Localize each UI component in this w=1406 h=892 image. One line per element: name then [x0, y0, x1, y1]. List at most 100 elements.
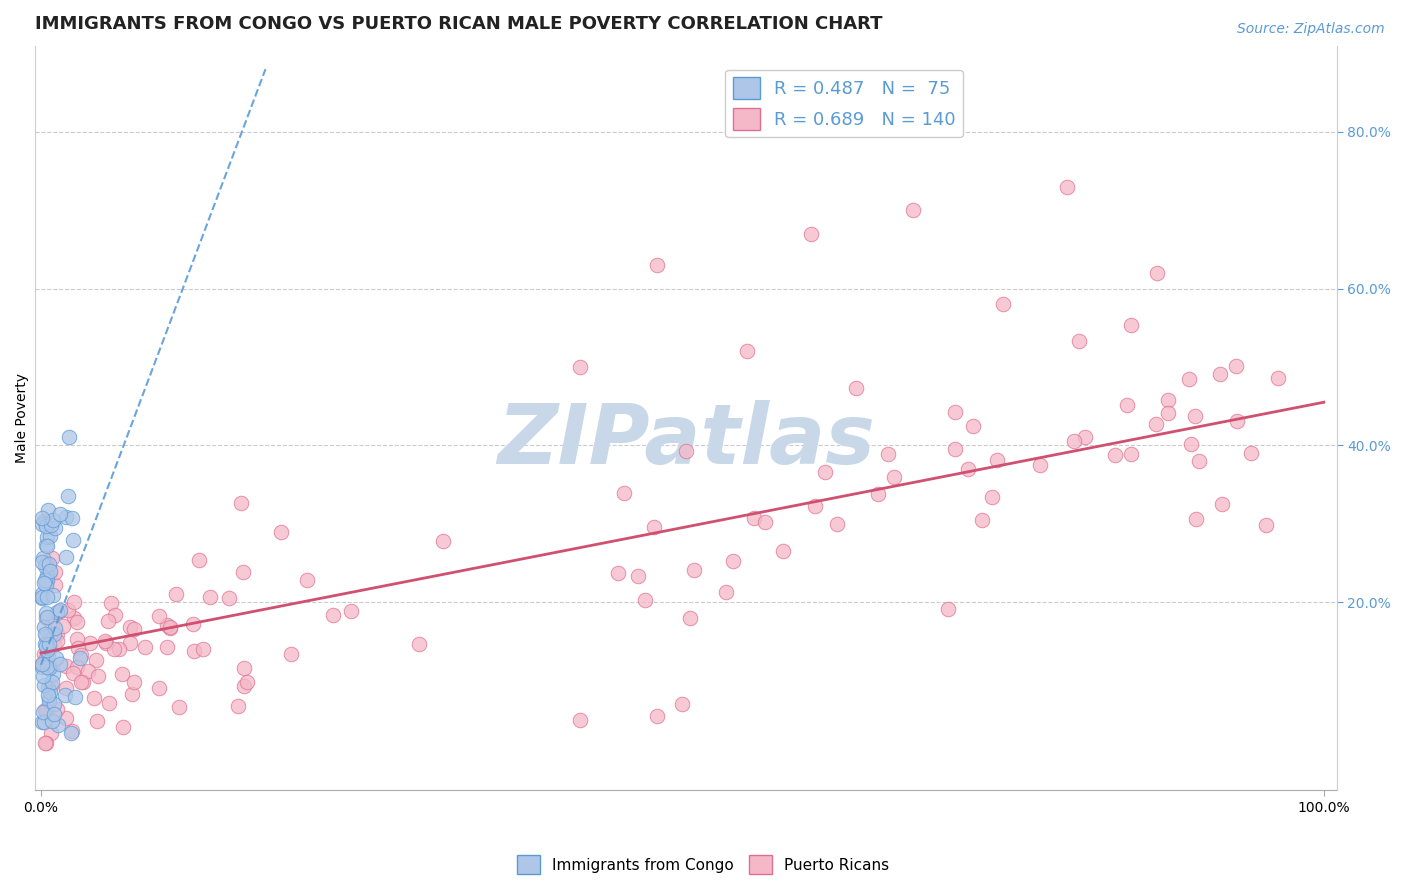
Point: [35, 736, 58, 750]
Point: [58, 489, 80, 503]
Point: [38, 628, 60, 642]
Point: [44, 622, 66, 636]
Point: [1121, 447, 1143, 461]
Point: [37, 530, 59, 544]
Point: [111, 720, 134, 734]
Point: [42, 513, 65, 527]
Point: [986, 453, 1008, 467]
Point: [32, 669, 55, 683]
Point: [42, 638, 65, 652]
Point: [675, 444, 697, 458]
Point: [772, 543, 794, 558]
Point: [1029, 458, 1052, 472]
Point: [83, 691, 105, 706]
Point: [65, 660, 87, 674]
Point: [58, 430, 80, 444]
Point: [39, 726, 62, 740]
Point: [825, 517, 848, 532]
Point: [35, 519, 58, 533]
Point: [44, 520, 66, 534]
Point: [37, 641, 59, 656]
Point: [103, 642, 125, 657]
Point: [34, 653, 56, 667]
Point: [44, 565, 66, 579]
Point: [55, 550, 77, 565]
Point: [42, 697, 65, 711]
Point: [35, 556, 58, 570]
Point: [31, 715, 53, 730]
Point: [122, 623, 145, 637]
Point: [183, 616, 205, 631]
Point: [38, 659, 60, 673]
Point: [232, 679, 254, 693]
Point: [34, 620, 56, 634]
Point: [270, 524, 292, 539]
Point: [42, 706, 65, 721]
Point: [34, 558, 56, 573]
Point: [48, 604, 70, 618]
Point: [903, 203, 925, 218]
Point: [218, 591, 240, 605]
Point: [31, 590, 53, 604]
Point: [45, 605, 67, 619]
Point: [1121, 318, 1143, 332]
Point: [111, 666, 134, 681]
Point: [97, 696, 120, 710]
Point: [31, 657, 53, 672]
Point: [39, 518, 62, 533]
Point: [568, 713, 591, 727]
Point: [32, 705, 55, 719]
Point: [38, 557, 60, 571]
Text: IMMIGRANTS FROM CONGO VS PUERTO RICAN MALE POVERTY CORRELATION CHART: IMMIGRANTS FROM CONGO VS PUERTO RICAN MA…: [35, 15, 882, 33]
Point: [97, 614, 120, 628]
Point: [32, 551, 55, 566]
Point: [66, 641, 89, 656]
Point: [803, 499, 825, 513]
Point: [607, 566, 630, 581]
Point: [191, 642, 214, 657]
Point: [37, 573, 59, 587]
Point: [148, 609, 170, 624]
Point: [41, 675, 63, 690]
Point: [1177, 371, 1199, 385]
Point: [41, 667, 63, 681]
Point: [35, 611, 58, 625]
Point: [1225, 359, 1247, 373]
Point: [39, 529, 62, 543]
Point: [187, 553, 209, 567]
Point: [1267, 371, 1289, 385]
Point: [408, 637, 430, 651]
Point: [634, 592, 657, 607]
Point: [34, 703, 56, 717]
Point: [45, 702, 67, 716]
Point: [280, 648, 302, 662]
Point: [46, 718, 69, 732]
Point: [980, 490, 1002, 504]
Point: [883, 470, 905, 484]
Point: [31, 511, 53, 525]
Point: [60, 511, 83, 525]
Point: [55, 711, 77, 725]
Point: [60, 724, 83, 739]
Point: [134, 640, 156, 654]
Point: [94, 636, 117, 650]
Point: [62, 533, 84, 548]
Point: [34, 637, 56, 651]
Point: [148, 681, 170, 696]
Point: [754, 515, 776, 529]
Point: [236, 674, 259, 689]
Point: [340, 604, 363, 618]
Point: [37, 642, 59, 657]
Point: [44, 626, 66, 640]
Point: [41, 617, 63, 632]
Point: [93, 634, 115, 648]
Point: [34, 573, 56, 587]
Point: [228, 699, 250, 714]
Point: [742, 510, 765, 524]
Point: [35, 610, 58, 624]
Point: [159, 621, 181, 635]
Point: [34, 627, 56, 641]
Point: [1063, 434, 1085, 448]
Point: [63, 611, 86, 625]
Point: [69, 651, 91, 665]
